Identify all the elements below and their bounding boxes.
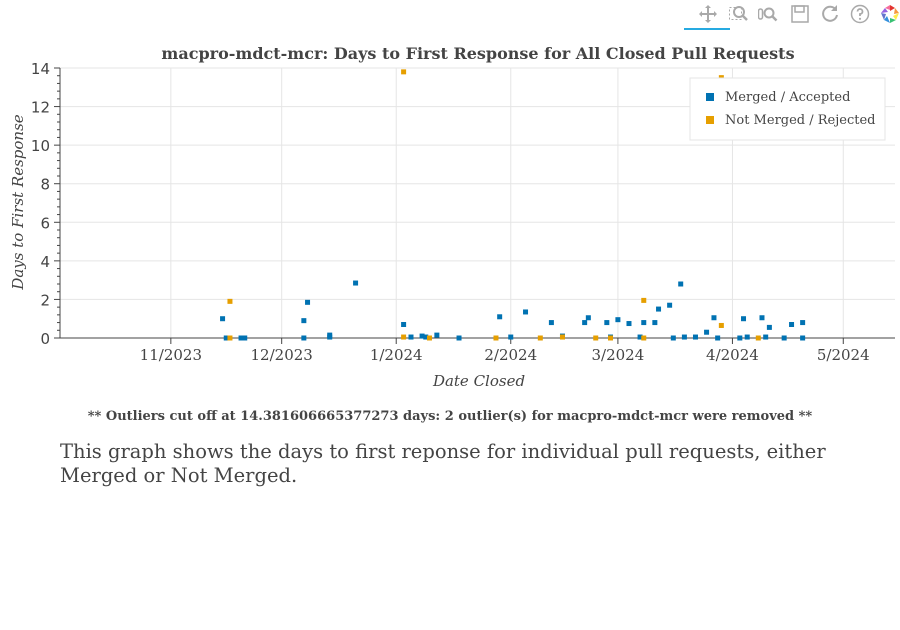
data-point-not-merged: [537, 335, 543, 341]
data-point-merged: [497, 314, 503, 320]
y-tick-label: 0: [40, 330, 50, 348]
x-tick-label: 2/2024: [484, 346, 537, 364]
x-axis-label: Date Closed: [432, 372, 525, 390]
help-icon[interactable]: [848, 2, 872, 26]
bokeh-logo-icon[interactable]: [878, 2, 900, 26]
data-point-merged: [301, 335, 307, 341]
x-tick-label: 11/2023: [140, 346, 202, 364]
data-point-merged: [667, 302, 673, 308]
data-point-merged: [305, 299, 311, 305]
data-point-merged: [585, 315, 591, 321]
data-point-merged: [641, 320, 647, 326]
chart-caption: This graph shows the days to first repon…: [60, 440, 826, 487]
data-point-merged: [423, 334, 429, 340]
chart-title: macpro-mdct-mcr: Days to First Response …: [161, 44, 794, 63]
data-point-not-merged: [401, 69, 407, 75]
legend[interactable]: Merged / Accepted Not Merged / Rejected: [689, 77, 886, 141]
data-point-not-merged: [608, 335, 614, 341]
data-point-not-merged: [755, 335, 761, 341]
outlier-footnote: ** Outliers cut off at 14.38160666537727…: [87, 409, 813, 424]
data-point-not-merged: [559, 334, 565, 340]
data-point-merged: [508, 334, 514, 340]
data-point-merged: [327, 334, 333, 340]
save-icon[interactable]: [788, 2, 812, 26]
wheel-zoom-icon[interactable]: [756, 2, 780, 26]
data-point-not-merged: [641, 335, 647, 341]
data-point-not-merged: [718, 322, 724, 328]
data-point-merged: [615, 317, 621, 323]
box-zoom-icon[interactable]: [726, 2, 750, 26]
x-tick-label: 4/2024: [706, 346, 759, 364]
data-point-merged: [223, 335, 229, 341]
reset-icon[interactable]: [818, 2, 842, 26]
data-point-merged: [678, 281, 684, 287]
data-point-merged: [548, 320, 554, 326]
legend-box: [689, 77, 886, 141]
y-axis-label: Days to First Response: [9, 114, 27, 290]
y-tick-label: 14: [31, 60, 50, 78]
data-point-merged: [220, 316, 226, 322]
data-point-merged: [401, 322, 407, 327]
data-point-merged: [604, 320, 610, 326]
data-point-merged: [759, 315, 765, 321]
data-point-merged: [301, 318, 307, 324]
data-point-merged: [582, 320, 588, 326]
data-point-merged: [434, 332, 440, 338]
data-point-not-merged: [593, 335, 599, 341]
data-point-merged: [800, 335, 806, 341]
data-point-merged: [744, 334, 750, 340]
data-point-merged: [353, 280, 359, 286]
x-tick-label: 1/2024: [370, 346, 423, 364]
data-point-merged: [781, 335, 787, 341]
y-tick-label: 4: [40, 253, 50, 271]
data-point-merged: [419, 333, 425, 339]
data-point-merged: [766, 324, 772, 330]
data-point-merged: [626, 321, 632, 327]
y-tick-label: 8: [40, 176, 50, 194]
legend-label-merged[interactable]: Merged / Accepted: [725, 90, 850, 105]
data-point-merged: [408, 334, 414, 340]
data-point-merged: [789, 322, 795, 327]
axes: 0 2 4 6 8 10 12 14 11/2023 12/2023 1/2024 2/2024 3/2…: [31, 60, 895, 364]
legend-label-not-merged[interactable]: Not Merged / Rejected: [725, 113, 875, 128]
data-point-merged: [523, 309, 529, 315]
data-point-not-merged: [227, 335, 233, 341]
y-tick-label: 2: [40, 291, 50, 309]
y-tick-label: 6: [40, 214, 50, 232]
data-point-merged: [763, 334, 769, 340]
data-point-not-merged: [641, 297, 647, 303]
pan-icon[interactable]: [684, 2, 730, 30]
data-point-not-merged: [401, 334, 407, 340]
data-point-merged: [715, 335, 721, 341]
data-point-merged: [637, 334, 643, 340]
chart: macpro-mdct-mcr: Days to First Response …: [0, 30, 900, 410]
data-point-merged: [737, 335, 743, 341]
data-point-merged: [800, 320, 806, 326]
legend-swatch-not-merged: [706, 116, 714, 124]
data-point-not-merged: [493, 335, 499, 341]
x-tick-label: 3/2024: [592, 346, 645, 364]
data-point-merged: [652, 320, 658, 326]
legend-swatch-merged: [706, 93, 714, 101]
data-points: [220, 69, 806, 341]
data-point-merged: [242, 335, 248, 341]
x-tick-label: 5/2024: [817, 346, 870, 364]
chart-toolbar: [684, 0, 900, 32]
data-point-merged: [238, 335, 244, 341]
data-point-merged: [741, 316, 747, 322]
data-point-not-merged: [227, 298, 233, 304]
data-point-merged: [681, 334, 687, 340]
y-tick-label: 12: [31, 99, 50, 117]
data-point-merged: [704, 329, 710, 335]
data-point-merged: [456, 335, 462, 341]
data-point-merged: [692, 334, 698, 340]
x-tick-label: 12/2023: [251, 346, 313, 364]
data-point-merged: [656, 306, 662, 312]
data-point-merged: [711, 315, 717, 321]
data-point-not-merged: [426, 335, 432, 341]
data-point-merged: [670, 335, 676, 341]
y-tick-label: 10: [31, 137, 50, 155]
